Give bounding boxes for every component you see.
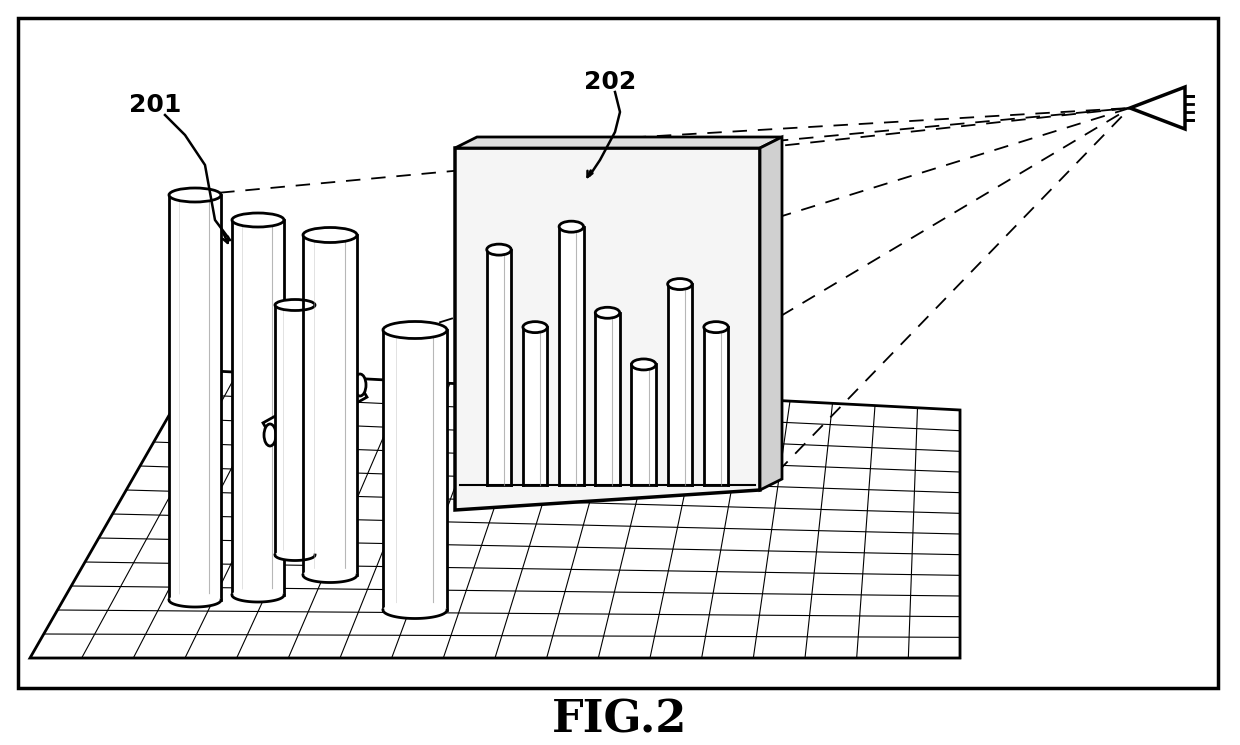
Ellipse shape xyxy=(523,322,547,332)
Polygon shape xyxy=(595,313,620,485)
Polygon shape xyxy=(760,137,782,490)
Polygon shape xyxy=(169,195,221,600)
Ellipse shape xyxy=(303,568,357,583)
Polygon shape xyxy=(667,284,692,485)
Polygon shape xyxy=(631,364,656,485)
Ellipse shape xyxy=(169,188,221,202)
Ellipse shape xyxy=(232,213,284,227)
Ellipse shape xyxy=(487,244,511,255)
Text: FIG.2: FIG.2 xyxy=(552,699,688,741)
Ellipse shape xyxy=(595,307,620,318)
Ellipse shape xyxy=(704,322,728,332)
Ellipse shape xyxy=(275,299,315,311)
Polygon shape xyxy=(1130,87,1185,129)
Polygon shape xyxy=(523,327,547,485)
Polygon shape xyxy=(455,137,782,148)
Bar xyxy=(19,18,1218,688)
Ellipse shape xyxy=(353,374,366,396)
Ellipse shape xyxy=(303,227,357,243)
Ellipse shape xyxy=(559,221,584,232)
Text: 201: 201 xyxy=(129,93,181,117)
Polygon shape xyxy=(263,373,367,447)
Text: 202: 202 xyxy=(584,70,636,94)
Ellipse shape xyxy=(667,279,692,290)
Ellipse shape xyxy=(275,550,315,560)
Polygon shape xyxy=(30,370,960,658)
Ellipse shape xyxy=(383,322,446,338)
Polygon shape xyxy=(232,220,284,595)
Polygon shape xyxy=(275,305,315,555)
Polygon shape xyxy=(383,330,446,610)
Ellipse shape xyxy=(264,424,277,446)
Ellipse shape xyxy=(169,593,221,607)
Polygon shape xyxy=(559,226,584,485)
Ellipse shape xyxy=(631,359,656,370)
Polygon shape xyxy=(704,327,728,485)
Polygon shape xyxy=(455,148,760,510)
Ellipse shape xyxy=(383,601,446,618)
Polygon shape xyxy=(487,250,511,485)
Polygon shape xyxy=(303,235,357,575)
Ellipse shape xyxy=(232,588,284,602)
